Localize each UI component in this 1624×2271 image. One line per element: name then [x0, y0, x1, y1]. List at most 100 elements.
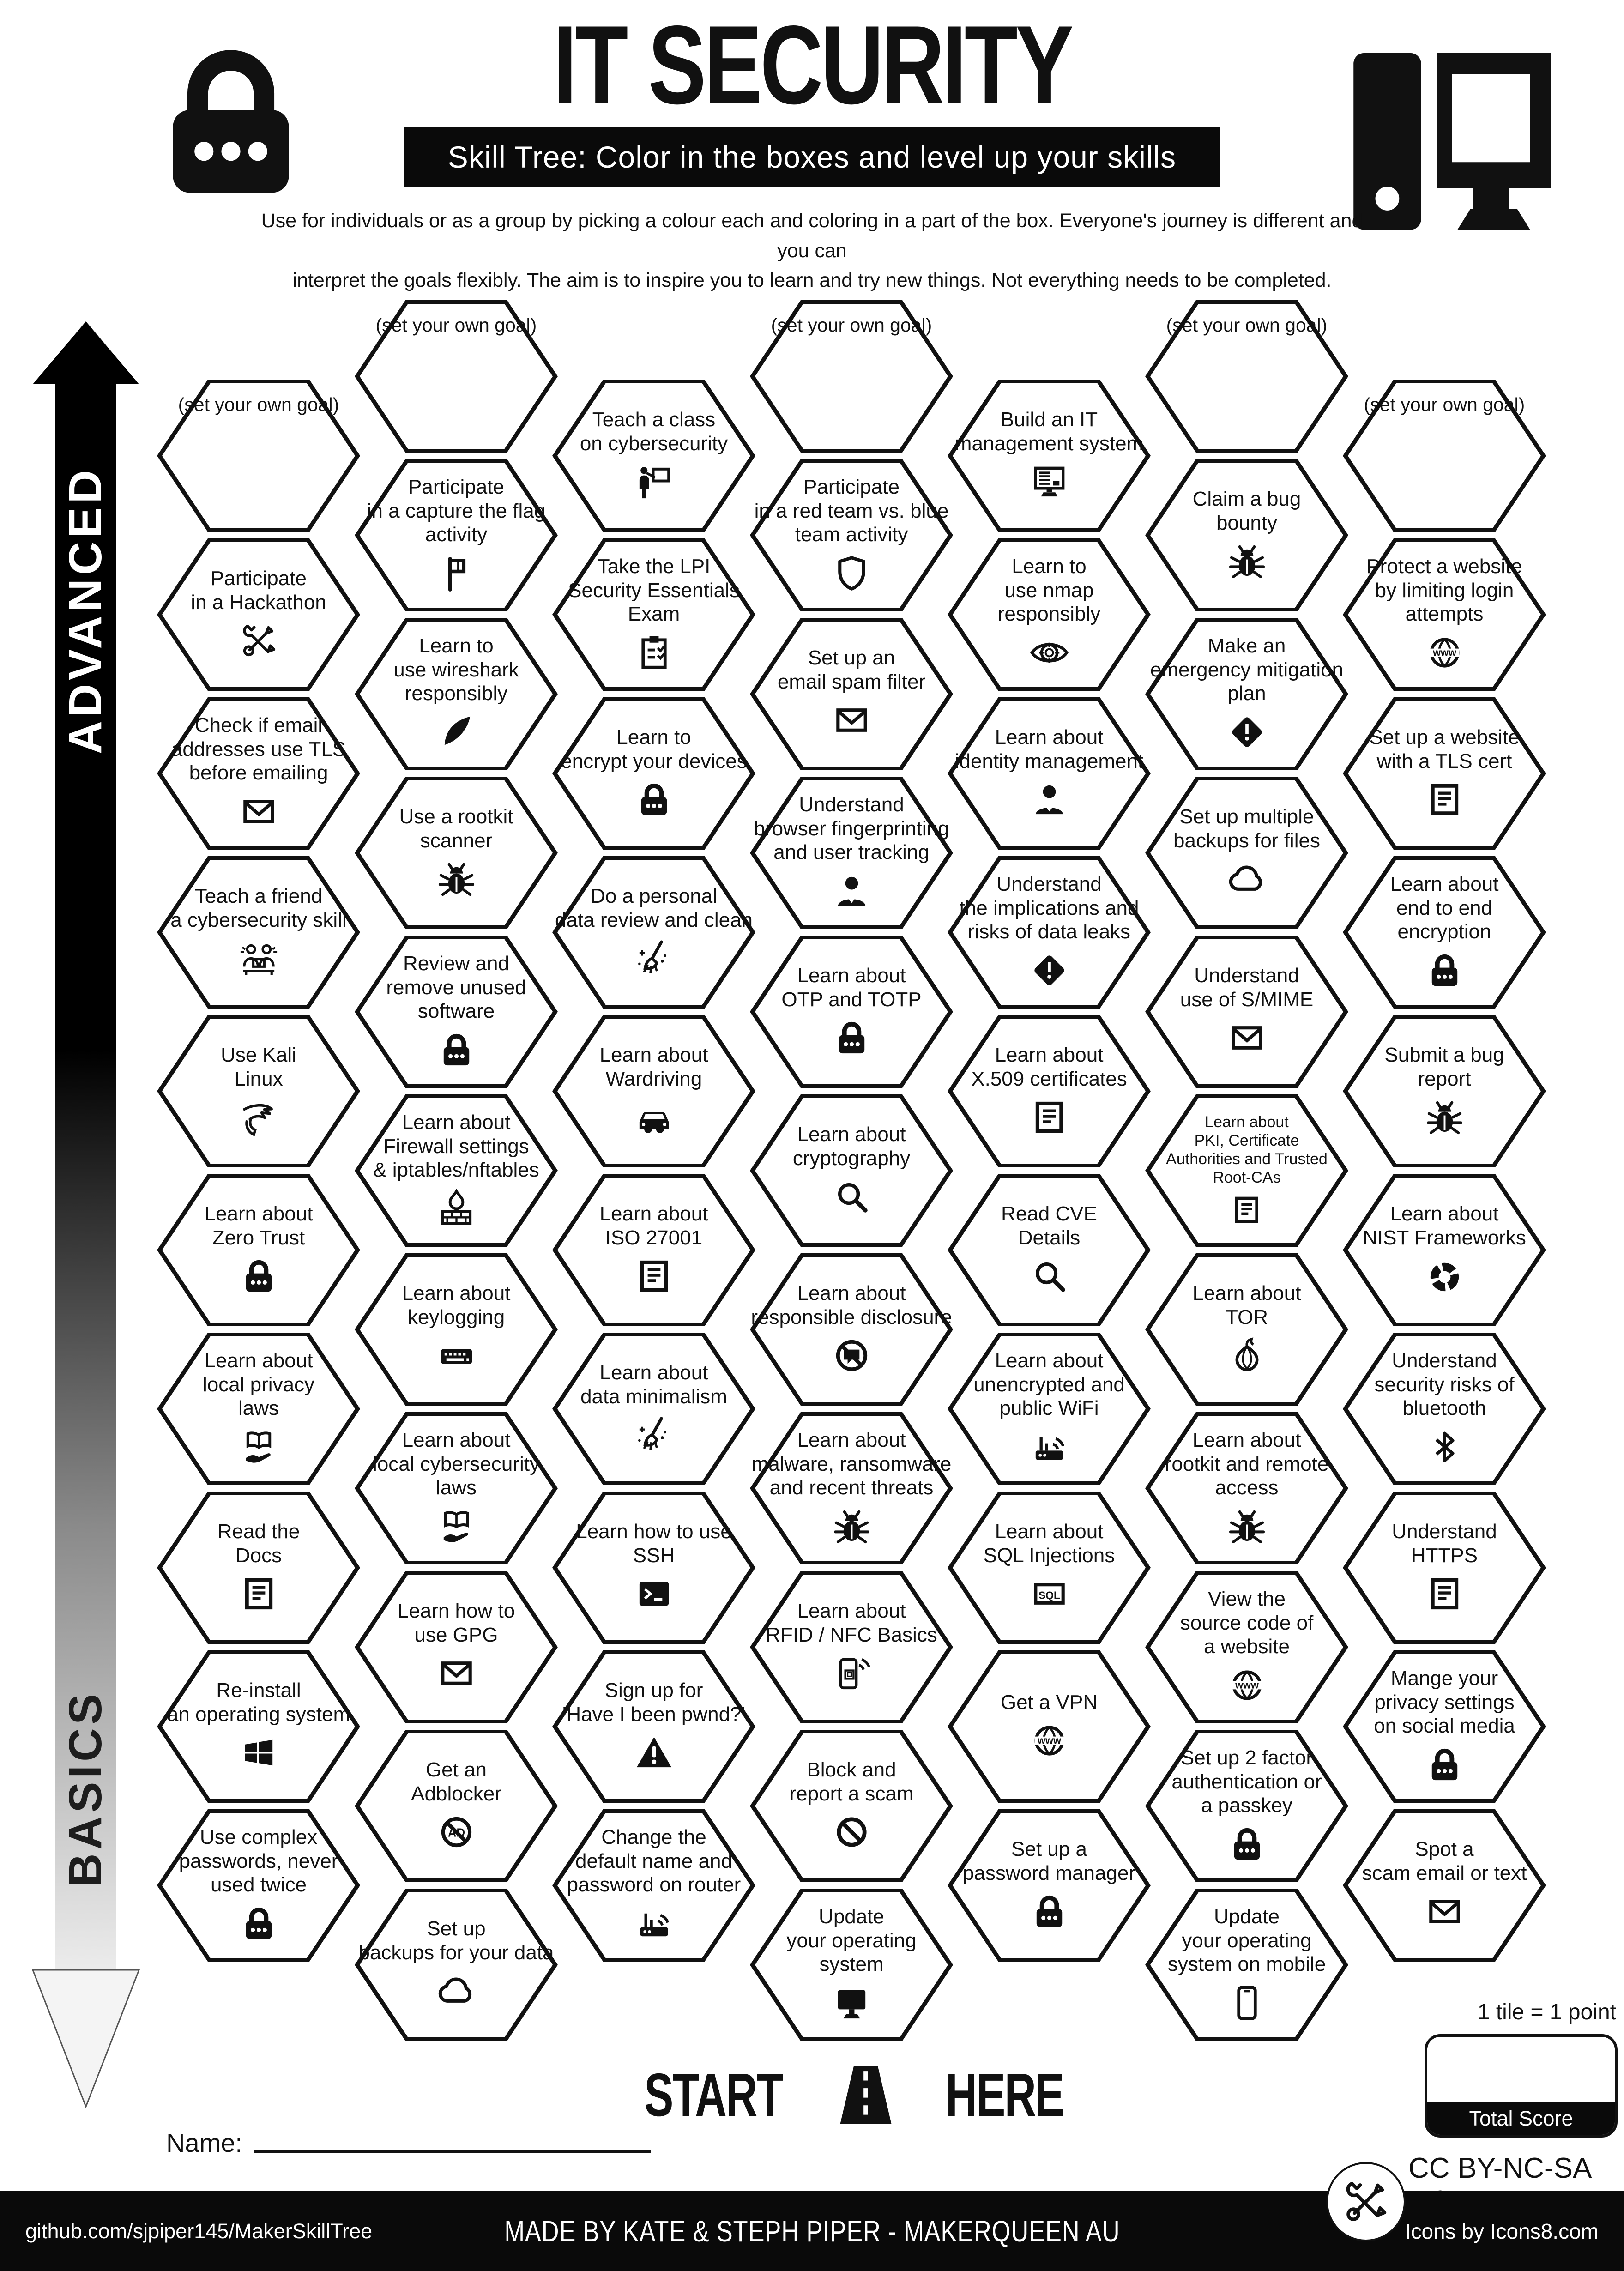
hex-fill [360, 1892, 553, 2037]
hex-content: Do a personal data review and clean [552, 856, 755, 1009]
hex-tile[interactable]: Update your operating system [750, 1889, 953, 2041]
hex-tile[interactable]: Learn how to use GPG [355, 1571, 558, 1723]
hex-tile[interactable]: Set up backups for your data [355, 1889, 558, 2041]
hex-tile[interactable]: Learn about responsible disclosure [750, 1253, 953, 1406]
hex-tile[interactable]: Take the LPI Security Essentials Exam [552, 538, 755, 691]
hex-tile[interactable]: Learn about RFID / NFC Basics [750, 1571, 953, 1723]
lock-icon [1225, 1822, 1269, 1866]
hex-tile[interactable]: Learn about malware, ransomware and rece… [750, 1412, 953, 1564]
hex-tile[interactable]: Spot a scam email or text [1343, 1809, 1546, 1962]
name-input-line[interactable] [253, 2150, 651, 2153]
hex-tile[interactable]: Learn about X.509 certificates [948, 1015, 1151, 1167]
hex-tile[interactable]: Learn about Wardriving [552, 1015, 755, 1167]
hex-tile[interactable]: Use a rootkit scanner [355, 777, 558, 929]
hex-tile[interactable]: Build an IT management system [948, 380, 1151, 532]
hex-tile[interactable]: Change the default name and password on … [552, 1809, 755, 1962]
hex-tile[interactable]: Check if email addresses use TLS before … [157, 697, 360, 850]
hex-tile[interactable]: Learn about ISO 27001 [552, 1174, 755, 1326]
lock-icon [1027, 1890, 1071, 1933]
hex-tile[interactable]: Participate in a Hackathon [157, 538, 360, 691]
hex-tile[interactable]: Sign up for 'Have I been pwnd?' [552, 1650, 755, 1803]
hex-tile[interactable]: Set up multiple backups for files [1145, 777, 1348, 929]
hex-tile[interactable]: Learn about end to end encryption [1343, 856, 1546, 1009]
hex-tile[interactable]: Learn to encrypt your devices [552, 697, 755, 850]
firewall-icon [435, 1187, 478, 1231]
hex-label: Learn about X.509 certificates [971, 1043, 1127, 1090]
hex-tile[interactable]: Learn about OTP and TOTP [750, 936, 953, 1088]
hex-tile[interactable]: Use Kali Linux [157, 1015, 360, 1167]
footer-repo-link[interactable]: github.com/sjpiper145/MakerSkillTree [25, 2219, 373, 2243]
hex-label: Get a VPN [1000, 1691, 1098, 1714]
hex-tile[interactable]: Understand browser fingerprinting and us… [750, 777, 953, 929]
hex-tile[interactable]: Use complex passwords, never used twice [157, 1809, 360, 1962]
hex-tile[interactable]: Learn about unencrypted and public WiFi [948, 1333, 1151, 1485]
hex-tile-goal[interactable]: (set your own goal) [157, 380, 360, 532]
hex-tile[interactable]: Participate in a capture the flag activi… [355, 459, 558, 611]
onion-icon [1225, 1334, 1269, 1377]
hex-label: Teach a class on cybersecurity [580, 408, 728, 455]
hex-tile[interactable]: Learn about Zero Trust [157, 1174, 360, 1326]
hex-tile[interactable]: View the source code of a website [1145, 1571, 1348, 1723]
hex-tile[interactable]: Learn about data minimalism [552, 1333, 755, 1485]
here-label: HERE [945, 2061, 1065, 2129]
hex-tile[interactable]: Understand HTTPS [1343, 1492, 1546, 1644]
hex-tile[interactable]: Set up 2 factor authentication or a pass… [1145, 1730, 1348, 1882]
hex-tile[interactable]: Participate in a red team vs. blue team … [750, 459, 953, 611]
footer-icons-credit[interactable]: Icons by Icons8.com [1405, 2219, 1599, 2243]
hex-tile[interactable]: Teach a class on cybersecurity [552, 380, 755, 532]
hex-content: Understand browser fingerprinting and us… [750, 777, 953, 929]
hex-tile[interactable]: Learn about identity management [948, 697, 1151, 850]
hex-tile[interactable]: Learn about SQL Injections [948, 1492, 1151, 1644]
hex-tile[interactable]: Learn how to use SSH [552, 1492, 755, 1644]
footer-credit: MADE BY KATE & STEPH PIPER - MAKERQUEEN … [0, 2214, 1624, 2248]
hex-tile-goal[interactable]: (set your own goal) [1343, 380, 1546, 532]
hex-tile[interactable]: Learn about TOR [1145, 1253, 1348, 1406]
hex-tile[interactable]: Update your operating system on mobile [1145, 1889, 1348, 2041]
hex-tile[interactable]: Do a personal data review and clean [552, 856, 755, 1009]
hex-tile[interactable]: Learn about keylogging [355, 1253, 558, 1406]
score-entry-area[interactable] [1427, 2037, 1615, 2102]
hex-tile[interactable]: Learn about NIST Frameworks [1343, 1174, 1546, 1326]
hex-tile[interactable]: Understand the implications and risks of… [948, 856, 1151, 1009]
hex-tile[interactable]: Learn about rootkit and remote access [1145, 1412, 1348, 1564]
hex-tile[interactable]: Learn to use nmap responsibly [948, 538, 1151, 691]
total-score-box[interactable]: Total Score [1425, 2034, 1618, 2138]
hex-fill [953, 1813, 1146, 1958]
hex-tile-goal[interactable]: (set your own goal) [750, 300, 953, 453]
hex-label: Make an emergency mitigation plan [1150, 634, 1344, 705]
hex-tile[interactable]: Teach a friend a cybersecurity skill [157, 856, 360, 1009]
hex-tile[interactable]: Read the Docs [157, 1492, 360, 1644]
hex-tile[interactable]: Learn to use wireshark responsibly [355, 618, 558, 770]
name-label: Name: [166, 2128, 242, 2157]
hex-tile-goal[interactable]: (set your own goal) [355, 300, 558, 453]
hex-content: Spot a scam email or text [1343, 1809, 1546, 1962]
hex-tile[interactable]: Set up a website with a TLS cert [1343, 697, 1546, 850]
hex-tile[interactable]: Claim a bug bounty [1145, 459, 1348, 611]
hex-tile[interactable]: Mange your privacy settings on social me… [1343, 1650, 1546, 1803]
hex-label: Learn to use nmap responsibly [997, 555, 1101, 626]
hex-tile[interactable]: Learn about cryptography [750, 1094, 953, 1247]
hex-tile[interactable]: Get a VPN [948, 1650, 1151, 1803]
teacher-icon [632, 460, 676, 504]
hex-tile[interactable]: Re-install an operating system [157, 1650, 360, 1803]
hex-fill [953, 1495, 1146, 1640]
hex-tile[interactable]: Learn about Firewall settings & iptables… [355, 1094, 558, 1247]
hex-tile-goal[interactable]: (set your own goal) [1145, 300, 1348, 453]
phonenfc-icon [830, 1651, 874, 1695]
hex-tile[interactable]: Understand security risks of bluetooth [1343, 1333, 1546, 1485]
hex-tile[interactable]: Submit a bug report [1343, 1015, 1546, 1167]
hex-tile[interactable]: Protect a website by limiting login atte… [1343, 538, 1546, 691]
hex-tile[interactable]: Set up a password manager [948, 1809, 1151, 1962]
hex-tile[interactable]: Review and remove unused software [355, 936, 558, 1088]
hex-tile[interactable]: Set up an email spam filter [750, 618, 953, 770]
hex-tile[interactable]: Learn about PKI, Certificate Authorities… [1145, 1094, 1348, 1247]
hex-tile[interactable]: Learn about local privacy laws [157, 1333, 360, 1485]
hex-tile[interactable]: Learn about local cybersecurity laws [355, 1412, 558, 1564]
hex-tile[interactable]: Block and report a scam [750, 1730, 953, 1882]
hex-content: Sign up for 'Have I been pwnd?' [552, 1650, 755, 1803]
hex-tile[interactable]: Get an Adblocker [355, 1730, 558, 1882]
hex-tile[interactable]: Read CVE Details [948, 1174, 1151, 1326]
hex-tile[interactable]: Make an emergency mitigation plan [1145, 618, 1348, 770]
hex-content: Learn about rootkit and remote access [1145, 1412, 1348, 1564]
hex-tile[interactable]: Understand use of S/MIME [1145, 936, 1348, 1088]
